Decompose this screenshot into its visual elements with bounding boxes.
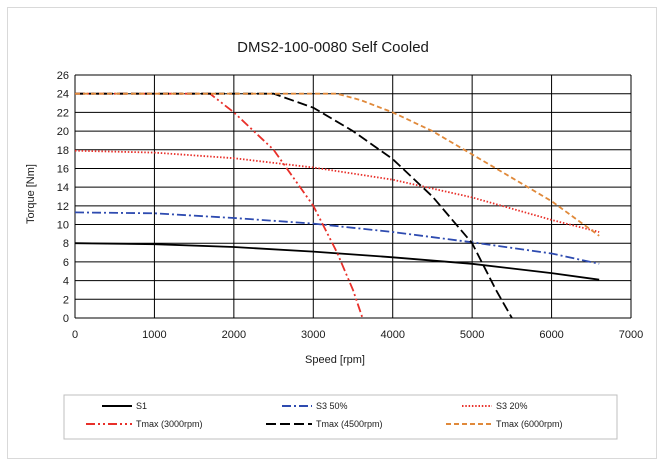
series-line-tmax-6000rpm (75, 92, 600, 237)
series-line-s3-20 (74, 149, 600, 233)
y-tick-label: 10 (57, 220, 69, 232)
legend-box (63, 394, 618, 440)
y-axis-label: Torque [Nm] (25, 164, 37, 224)
y-tick-label: 12 (57, 201, 69, 213)
chart-title: DMS2-100-0080 Self Cooled (237, 39, 429, 56)
chart-frame: DMS2-100-0080 Self Cooled 0 1000 2000 3000 4… (7, 7, 657, 459)
legend-label: Tmax (4500rpm) (316, 419, 383, 429)
y-tick-label: 16 (57, 163, 69, 175)
x-tick-label: 2000 (222, 329, 246, 341)
chart: DMS2-100-0080 Self Cooled 0 1000 2000 3000 4… (25, 39, 643, 440)
legend-label: S3 50% (316, 401, 348, 411)
y-tick-label: 26 (57, 70, 69, 82)
x-tick-label: 6000 (539, 329, 563, 341)
y-tick-label: 2 (63, 294, 69, 306)
x-tick-label: 5000 (460, 329, 484, 341)
x-tick-label: 3000 (301, 329, 325, 341)
y-tick-label: 6 (63, 257, 69, 269)
y-tick-label: 0 (63, 313, 69, 325)
x-tick-label: 1000 (142, 329, 166, 341)
x-tick-labels: 0 1000 2000 3000 4000 5000 6000 7000 (72, 329, 643, 341)
x-tick-label: 7000 (619, 329, 643, 341)
legend-label: Tmax (6000rpm) (496, 419, 563, 429)
legend-label: S3 20% (496, 401, 528, 411)
y-tick-label: 4 (63, 276, 69, 288)
series-line-s3-50 (74, 211, 600, 265)
x-tick-label: 0 (72, 329, 78, 341)
series-line-tmax-3000rpm (75, 92, 364, 319)
series-group (74, 92, 600, 319)
legend-label: Tmax (3000rpm) (136, 419, 203, 429)
y-tick-label: 14 (57, 182, 69, 194)
y-tick-label: 22 (57, 107, 69, 119)
y-tick-label: 24 (57, 89, 69, 101)
y-tick-label: 8 (63, 238, 69, 250)
legend-label: S1 (136, 401, 147, 411)
x-axis-label: Speed [rpm] (305, 354, 365, 366)
y-tick-label: 20 (57, 126, 69, 138)
grid (74, 74, 632, 319)
series-line-tmax-4500rpm (75, 92, 513, 319)
y-tick-label: 18 (57, 145, 69, 157)
series-line-s1 (74, 242, 600, 281)
legend: S1 S3 50% S3 20% Tmax (3000rpm) Tmax (4500rp… (86, 401, 563, 429)
x-tick-label: 4000 (380, 329, 404, 341)
